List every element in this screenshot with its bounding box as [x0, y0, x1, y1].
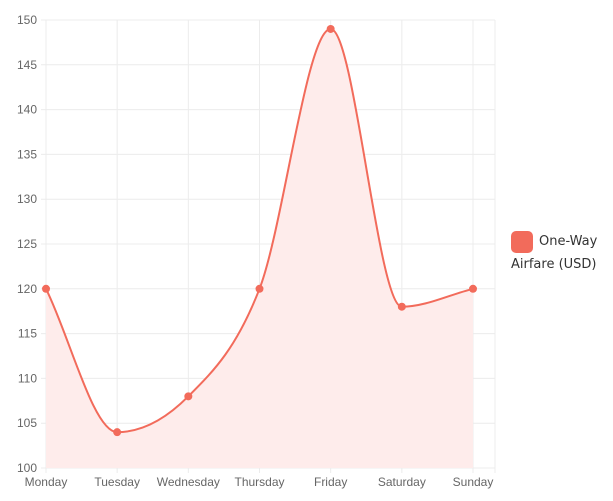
x-tick-label: Sunday	[453, 475, 494, 489]
point-layer	[42, 24, 477, 437]
legend: One-Way Airfare (USD)	[511, 231, 611, 276]
y-tick-label: 105	[17, 416, 37, 430]
x-tick-label: Thursday	[234, 475, 284, 489]
y-tick-label: 125	[17, 237, 37, 251]
legend-swatch[interactable]	[511, 231, 533, 253]
data-point[interactable]	[42, 284, 50, 293]
data-point[interactable]	[184, 392, 193, 401]
x-tick-label: Tuesday	[94, 475, 140, 489]
y-axis: 100 105 110 115 120 125 130 135 140 145 150	[17, 13, 37, 475]
y-tick-label: 135	[17, 147, 37, 161]
data-point[interactable]	[326, 24, 335, 33]
legend-label: One-Way Airfare (USD)	[511, 234, 598, 272]
y-tick-label: 145	[17, 58, 37, 72]
data-point[interactable]	[469, 284, 477, 293]
data-point[interactable]	[397, 302, 406, 311]
x-axis: Monday Tuesday Wednesday Thursday Friday Satu…	[25, 475, 494, 489]
x-tick-label: Friday	[314, 475, 347, 489]
data-point[interactable]	[113, 428, 122, 437]
area-fill	[46, 28, 473, 469]
y-tick-label: 110	[18, 371, 37, 385]
x-tick-label: Monday	[25, 475, 68, 489]
y-tick-label: 130	[17, 192, 37, 206]
y-tick-label: 140	[17, 103, 37, 117]
y-tick-label: 100	[17, 461, 37, 475]
y-tick-label: 115	[18, 327, 37, 341]
y-tick-label: 120	[17, 282, 37, 296]
x-tick-label: Wednesday	[157, 475, 220, 489]
data-point[interactable]	[255, 284, 264, 293]
y-tick-label: 150	[17, 13, 37, 27]
x-tick-label: Saturday	[378, 475, 426, 489]
